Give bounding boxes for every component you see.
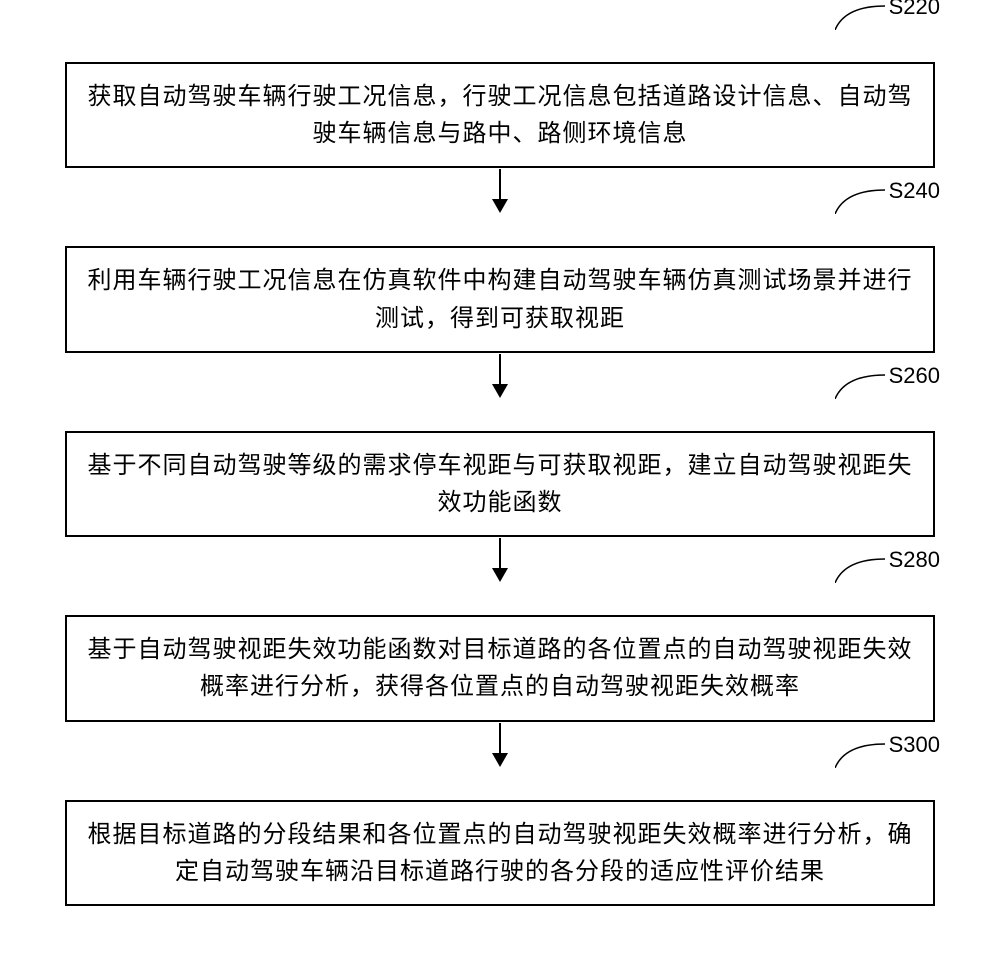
step-id-text: S280 bbox=[889, 547, 940, 573]
arrow-down-icon bbox=[492, 537, 508, 583]
step-text: 基于自动驾驶视距失效功能函数对目标道路的各位置点的自动驾驶视距失效概率进行分析，… bbox=[85, 631, 915, 705]
flow-step-s260: 基于不同自动驾驶等级的需求停车视距与可获取视距，建立自动驾驶视距失效功能函数 bbox=[65, 431, 935, 537]
step-text: 获取自动驾驶车辆行驶工况信息，行驶工况信息包括道路设计信息、自动驾驶车辆信息与路… bbox=[85, 78, 915, 152]
label-wrap: S240 bbox=[40, 214, 960, 246]
flow-step-s300: 根据目标道路的分段结果和各位置点的自动驾驶视距失效概率进行分析，确定自动驾驶车辆… bbox=[65, 800, 935, 906]
label-wrap: S300 bbox=[40, 768, 960, 800]
step-text: 根据目标道路的分段结果和各位置点的自动驾驶视距失效概率进行分析，确定自动驾驶车辆… bbox=[85, 816, 915, 890]
step-label-s280: S280 bbox=[835, 553, 940, 581]
leader-curve-icon bbox=[835, 0, 885, 28]
flowchart-container: S220 获取自动驾驶车辆行驶工况信息，行驶工况信息包括道路设计信息、自动驾驶车… bbox=[40, 30, 960, 906]
step-id-text: S260 bbox=[889, 363, 940, 389]
step-id-text: S240 bbox=[889, 178, 940, 204]
step-label-s220: S220 bbox=[835, 0, 940, 28]
leader-curve-icon bbox=[835, 184, 885, 212]
leader-curve-icon bbox=[835, 369, 885, 397]
label-wrap: S220 bbox=[40, 30, 960, 62]
flow-step-s220: 获取自动驾驶车辆行驶工况信息，行驶工况信息包括道路设计信息、自动驾驶车辆信息与路… bbox=[65, 62, 935, 168]
step-text: 基于不同自动驾驶等级的需求停车视距与可获取视距，建立自动驾驶视距失效功能函数 bbox=[85, 447, 915, 521]
flow-step-s280: 基于自动驾驶视距失效功能函数对目标道路的各位置点的自动驾驶视距失效概率进行分析，… bbox=[65, 615, 935, 721]
step-label-s240: S240 bbox=[835, 184, 940, 212]
arrow-down-icon bbox=[492, 353, 508, 399]
step-label-s260: S260 bbox=[835, 369, 940, 397]
label-wrap: S260 bbox=[40, 399, 960, 431]
leader-curve-icon bbox=[835, 738, 885, 766]
arrow-down-icon bbox=[492, 722, 508, 768]
label-wrap: S280 bbox=[40, 583, 960, 615]
step-id-text: S300 bbox=[889, 732, 940, 758]
flow-step-s240: 利用车辆行驶工况信息在仿真软件中构建自动驾驶车辆仿真测试场景并进行测试，得到可获… bbox=[65, 246, 935, 352]
step-label-s300: S300 bbox=[835, 738, 940, 766]
step-text: 利用车辆行驶工况信息在仿真软件中构建自动驾驶车辆仿真测试场景并进行测试，得到可获… bbox=[85, 262, 915, 336]
leader-curve-icon bbox=[835, 553, 885, 581]
arrow-down-icon bbox=[492, 168, 508, 214]
step-id-text: S220 bbox=[889, 0, 940, 20]
